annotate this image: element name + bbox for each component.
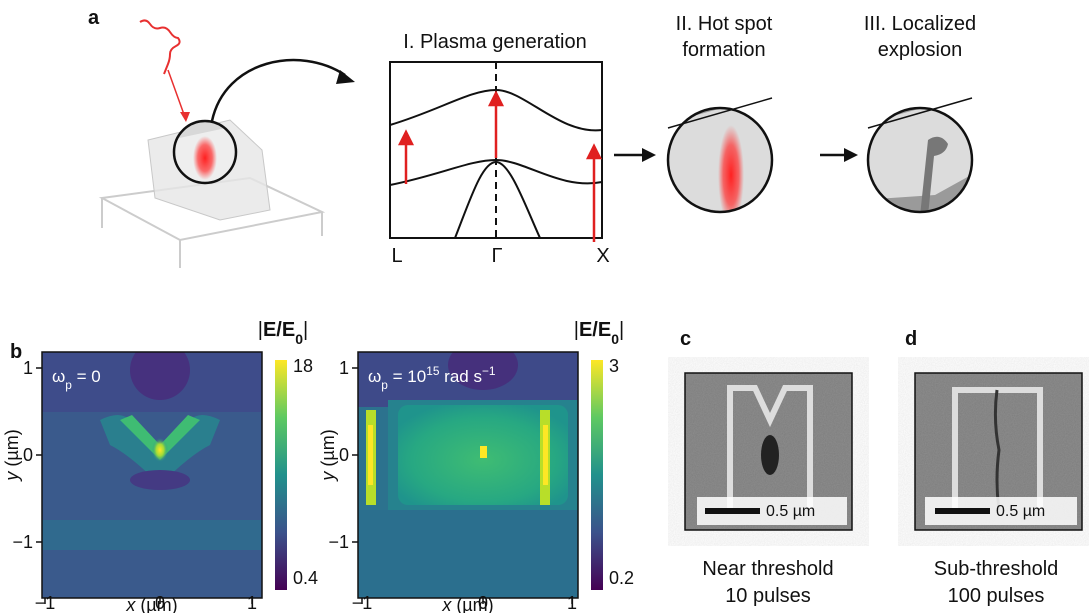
annotation-part: = 10 (388, 367, 426, 386)
x-tick-label: 1 (247, 593, 257, 613)
annotation: ωp = 0 (52, 367, 101, 392)
annotation-part: rad s (439, 367, 482, 386)
panel-label: c (680, 328, 691, 350)
scale-bar-label: 0.5 µm (996, 503, 1045, 520)
x-tick-label: 1 (567, 593, 577, 613)
arrow-head (642, 148, 656, 162)
colorbar-label-part: E/E (263, 319, 295, 341)
y-axis-label: y (µm) (2, 429, 22, 482)
step-title: formation (682, 39, 765, 61)
y-axis-label-part: (µm) (2, 429, 22, 471)
excitations (397, 90, 603, 242)
y-axis-label: y (µm) (318, 429, 338, 482)
y-axis-label-part: (µm) (318, 429, 338, 471)
x-axis-label-part: x (441, 595, 452, 613)
y-tick-label: −1 (12, 532, 33, 552)
band-label: X (596, 245, 609, 267)
colorbar-label-part: 0 (295, 331, 303, 347)
y-axis-label-part: y (318, 471, 338, 483)
caption: Sub-threshold (934, 558, 1059, 580)
x-axis-label: x (µm) (125, 595, 177, 613)
zoom-circle (866, 106, 974, 214)
annotation: ωp = 1015 rad s−1 (368, 364, 496, 392)
field-map (42, 352, 262, 598)
zoom-arrow (210, 58, 346, 122)
laser-arrow (167, 69, 187, 121)
x-axis-label-part: (µm) (135, 595, 177, 613)
panel-label: a (88, 7, 100, 29)
annotation-part: = 0 (72, 367, 101, 386)
y-axis-label-part: y (2, 471, 22, 483)
x-tick-label: 0 (478, 593, 488, 613)
annotation-part: p (65, 378, 72, 392)
y-tick-label: 1 (339, 358, 349, 378)
zoom-arrow-head (336, 70, 355, 84)
colorbar-label-part: | (619, 319, 624, 341)
colorbar-label-part: | (258, 319, 263, 341)
colorbar (591, 360, 603, 590)
colorbar-label: |E/E0| (574, 319, 624, 347)
zoom-circle (666, 106, 774, 214)
annotation-part: ω (368, 367, 381, 386)
x-tick-label: −1 (352, 593, 373, 613)
x-axis-label-part: x (125, 595, 136, 613)
annotation-part: ω (52, 367, 65, 386)
step-title: III. Localized (864, 13, 976, 35)
colorbar-tick-label: 0.2 (609, 568, 634, 588)
colorbar-tick-label: 3 (609, 356, 619, 376)
panel-label: d (905, 328, 917, 350)
zoom-circle (172, 119, 238, 185)
y-tick-label: 0 (23, 445, 33, 465)
y-tick-label: 0 (339, 445, 349, 465)
annotation-part: 15 (426, 364, 440, 378)
x-tick-label: −1 (35, 593, 56, 613)
caption: 10 pulses (725, 585, 811, 607)
laser-arrow-head (180, 112, 190, 122)
band-label: L (391, 245, 402, 267)
sem-image (915, 373, 1082, 530)
y-tick-label: 1 (23, 358, 33, 378)
colorbar-tick-label: 0.4 (293, 568, 318, 588)
colorbar-label-part: | (303, 319, 308, 341)
laser-pulse (139, 19, 181, 75)
panel-label: b (10, 341, 22, 363)
colorbar (275, 360, 287, 590)
sem-image (685, 373, 852, 530)
y-tick-label: −1 (328, 532, 349, 552)
colorbar-label: |E/E0| (258, 319, 308, 347)
step-title: explosion (878, 39, 963, 61)
arrow-head (844, 148, 858, 162)
band-label: Γ (491, 245, 502, 267)
caption: 100 pulses (948, 585, 1045, 607)
scale-bar-label: 0.5 µm (766, 503, 815, 520)
step-title: II. Hot spot (676, 13, 773, 35)
step-title: I. Plasma generation (403, 31, 586, 53)
colorbar-label-part: 0 (611, 331, 619, 347)
annotation-part: p (381, 378, 388, 392)
x-axis-label: x (µm) (441, 595, 493, 613)
hot-spot-view (668, 108, 772, 212)
caption: Near threshold (702, 558, 833, 580)
colorbar-label-part: | (574, 319, 579, 341)
field-map (358, 352, 578, 598)
colorbar-tick-label: 18 (293, 356, 313, 376)
x-axis-label-part: (µm) (451, 595, 493, 613)
x-tick-label: 0 (155, 593, 165, 613)
colorbar-label-part: E/E (579, 319, 611, 341)
annotation-part: −1 (482, 364, 496, 378)
